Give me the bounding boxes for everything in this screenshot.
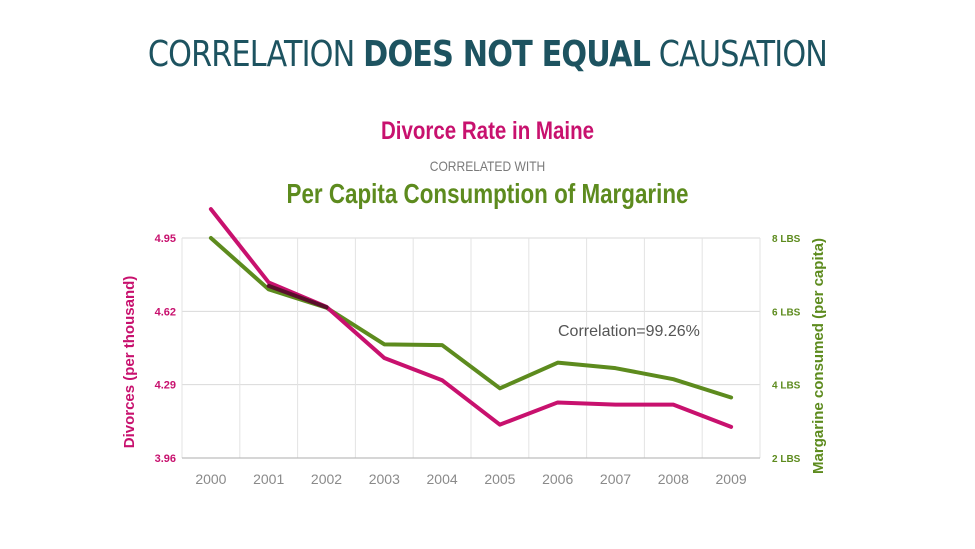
series-overlap-segment: [266, 283, 329, 310]
headline-emphasis: DOES NOT EQUAL: [363, 34, 651, 75]
x-tick-label: 2006: [542, 471, 573, 487]
headline-part-1: CORRELATION: [147, 34, 364, 75]
x-tick-label: 2005: [484, 471, 515, 487]
x-tick-label: 2004: [427, 471, 458, 487]
y-right-axis-label: Margarine consumed (per capita): [810, 238, 827, 474]
x-tick-label: 2009: [716, 471, 747, 487]
chart-title: Divorce Rate in Maine: [380, 117, 595, 145]
chart-subtitle: CORRELATED WITH: [429, 158, 546, 174]
y-right-tick-label: 2 LBS: [772, 454, 801, 465]
correlation-annotation: Correlation=99.26%: [558, 323, 700, 340]
headline-part-3: CAUSATION: [650, 34, 828, 75]
y-left-tick-label: 4.29: [155, 380, 176, 392]
x-tick-label: 2002: [311, 471, 342, 487]
x-tick-label: 2007: [600, 471, 631, 487]
y-left-tick-label: 4.62: [155, 306, 176, 318]
x-tick-label: 2001: [253, 471, 284, 487]
y-left-tick-label: 4.95: [155, 233, 176, 245]
grid: [181, 237, 761, 459]
y-right-tick-label: 8 LBS: [772, 234, 801, 245]
x-tick-label: 2000: [195, 471, 226, 487]
x-tick-label: 2008: [658, 471, 689, 487]
y-right-tick-label: 4 LBS: [772, 381, 801, 392]
x-tick-label: 2003: [369, 471, 400, 487]
headline: CORRELATION DOES NOT EQUAL CAUSATION: [78, 34, 897, 75]
y-left-axis-label: Divorces (per thousand): [121, 276, 138, 449]
y-left-tick-label: 3.96: [155, 453, 176, 465]
chart-title-secondary: Per Capita Consumption of Margarine: [286, 178, 689, 209]
y-right-tick-label: 6 LBS: [772, 307, 801, 318]
